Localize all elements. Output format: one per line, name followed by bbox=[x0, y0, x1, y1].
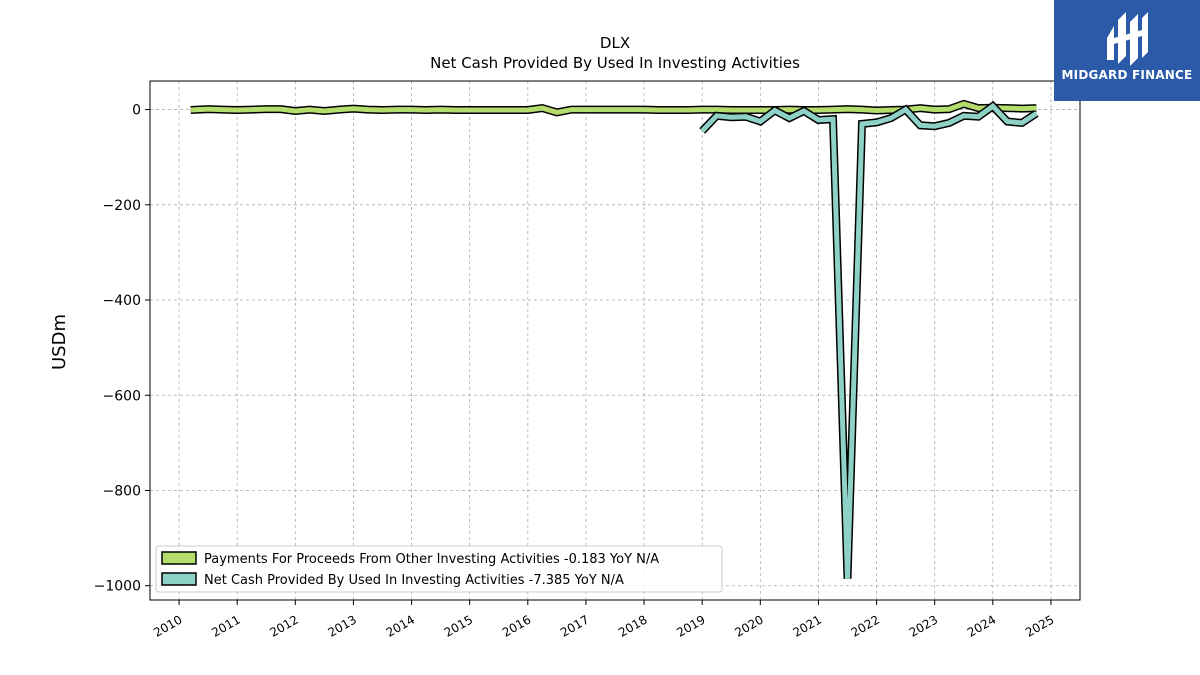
x-tick-label: 2025 bbox=[1023, 612, 1056, 639]
x-tick-label: 2021 bbox=[790, 612, 823, 639]
x-tick-label: 2019 bbox=[674, 612, 707, 639]
legend-swatch bbox=[161, 551, 197, 565]
legend: Payments For Proceeds From Other Investi… bbox=[155, 545, 723, 593]
x-tick-label: 2022 bbox=[849, 612, 882, 639]
midgard-logo-icon bbox=[1107, 12, 1148, 66]
y-tick-label: −200 bbox=[103, 198, 141, 214]
x-tick-label: 2015 bbox=[442, 612, 475, 639]
y-tick-label: −600 bbox=[103, 388, 141, 404]
grid bbox=[150, 81, 1080, 600]
y-tick-label: −800 bbox=[103, 483, 141, 499]
x-tick-label: 2024 bbox=[965, 612, 998, 639]
series-outline bbox=[699, 100, 1039, 579]
x-tick-label: 2011 bbox=[209, 612, 242, 639]
x-tick-label: 2014 bbox=[384, 612, 417, 639]
y-axis-label: USDm bbox=[49, 314, 70, 370]
logo-text: MIDGARD FINANCE bbox=[1061, 68, 1193, 82]
x-tick-label: 2010 bbox=[151, 612, 184, 639]
legend-box bbox=[155, 545, 723, 593]
series-line-2 bbox=[700, 102, 1038, 579]
legend-label: Net Cash Provided By Used In Investing A… bbox=[204, 573, 624, 588]
logo-badge: MIDGARD FINANCE bbox=[1054, 0, 1200, 101]
legend-label: Payments For Proceeds From Other Investi… bbox=[204, 552, 659, 567]
x-tick-label: 2016 bbox=[500, 612, 533, 639]
y-tick-label: −1000 bbox=[94, 579, 141, 595]
series-line-1 bbox=[190, 101, 1037, 115]
x-tick-label: 2017 bbox=[558, 612, 591, 639]
legend-swatch bbox=[161, 572, 197, 586]
series-lines bbox=[190, 99, 1039, 579]
chart-subtitle: Net Cash Provided By Used In Investing A… bbox=[430, 54, 800, 72]
chart-title: DLX bbox=[600, 34, 630, 52]
plot-frame bbox=[149, 80, 1081, 601]
y-tick-label: −400 bbox=[103, 293, 141, 309]
x-tick-label: 2013 bbox=[325, 612, 358, 639]
x-tick-label: 2020 bbox=[732, 612, 765, 639]
x-tick-label: 2018 bbox=[616, 612, 649, 639]
y-tick-label: 0 bbox=[132, 103, 141, 119]
x-tick-label: 2012 bbox=[267, 612, 300, 639]
x-tick-label: 2023 bbox=[907, 612, 940, 639]
